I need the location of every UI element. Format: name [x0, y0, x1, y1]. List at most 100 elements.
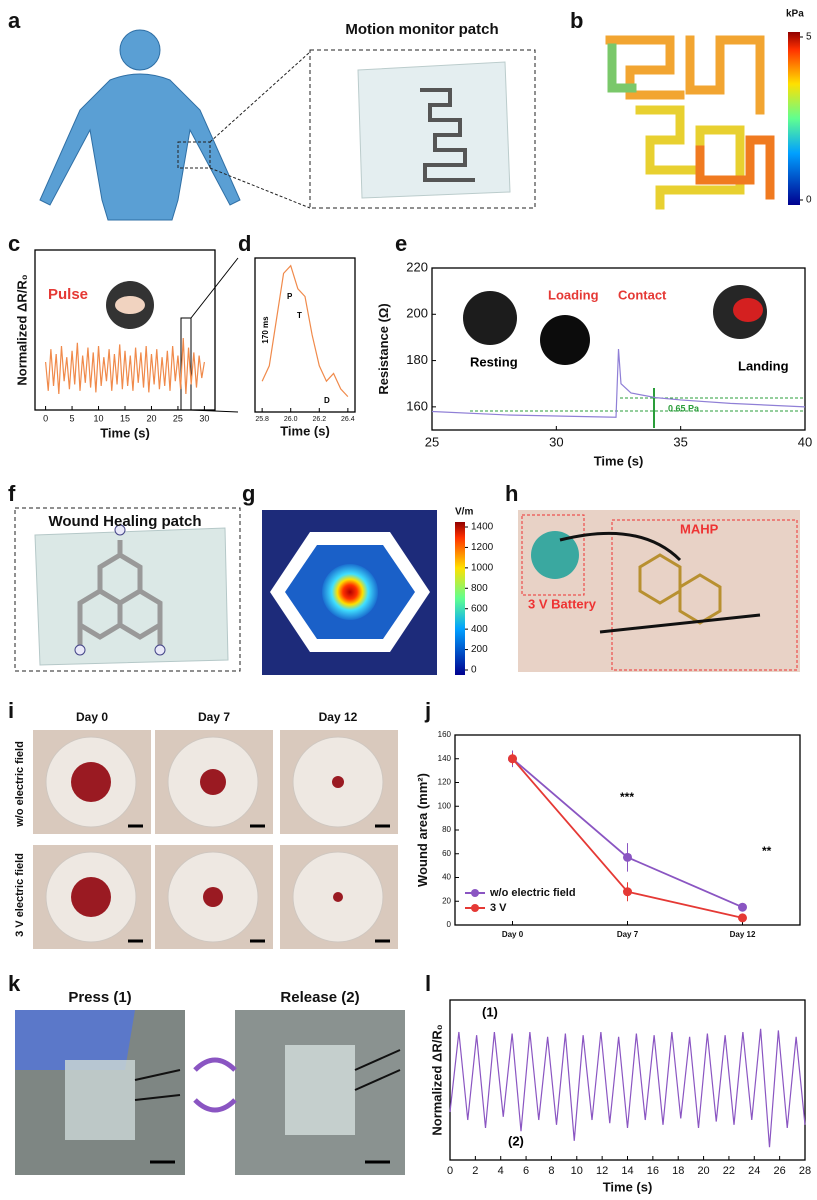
plot-frame: [34, 249, 216, 411]
photo-label: 3 V Battery: [528, 596, 597, 611]
x-tick-label: 5: [70, 413, 75, 423]
y-tick-label: 40: [442, 873, 451, 882]
colorbar-label: 0: [471, 665, 477, 676]
y-tick-label: 0: [447, 920, 452, 929]
wound: [203, 887, 223, 907]
patch-pattern: [420, 88, 475, 182]
x-tick-label: Day 7: [617, 930, 639, 939]
y-tick-label: 100: [438, 801, 452, 810]
x-tick-label: Day 12: [730, 930, 756, 939]
colorbar: [788, 32, 800, 205]
panel-label: c: [8, 231, 20, 256]
wound: [333, 892, 343, 902]
annotation: (2): [508, 1133, 524, 1148]
x-tick-label: Day 0: [502, 930, 524, 939]
electrode: [154, 644, 166, 656]
line: [44, 337, 206, 395]
x-tick-label: 35: [673, 434, 687, 449]
y-tick-label: 160: [406, 398, 428, 413]
x-tick-label: 18: [672, 1165, 684, 1177]
wound-photos: [33, 730, 398, 949]
row-label: w/o electric field: [14, 741, 26, 828]
wires: [134, 1049, 401, 1101]
panel-label: d: [238, 231, 251, 256]
line: [261, 264, 349, 398]
x-tick-label: 10: [571, 1165, 583, 1177]
sensor: [285, 1045, 355, 1135]
colorbar-label: 400: [471, 624, 488, 635]
colorbar-label: 5: [806, 32, 812, 43]
panel-label: h: [505, 481, 518, 506]
electrode: [114, 524, 126, 536]
column-label: Day 7: [198, 710, 230, 724]
x-tick-label: 25: [425, 434, 439, 449]
y-tick-label: 160: [438, 730, 452, 739]
x-tick-label: 4: [498, 1165, 504, 1177]
marker: [508, 754, 517, 764]
x-tick-label: 10: [94, 413, 104, 423]
annotation: Loading: [548, 287, 599, 302]
inset-photo: [733, 298, 763, 322]
row-label: 3 V electric field: [14, 853, 26, 937]
electrode: [74, 644, 86, 656]
colorbar-label: 1400: [471, 522, 494, 533]
x-tick-label: 12: [596, 1165, 608, 1177]
x-tick-label: 6: [523, 1165, 529, 1177]
colorbar-unit: V/m: [455, 507, 473, 518]
panel-label: f: [8, 481, 16, 506]
panel-title: Wound Healing patch: [48, 513, 201, 530]
marker: [738, 902, 747, 912]
y-tick-label: 80: [442, 825, 451, 834]
x-tick-label: 8: [548, 1165, 554, 1177]
battery: [531, 531, 579, 579]
panel-label: a: [8, 8, 21, 33]
x-tick-label: 15: [120, 413, 130, 423]
x-tick-label: 25.8: [255, 416, 269, 423]
colorbar-unit: kPa: [786, 9, 804, 20]
y-axis-label: Normalized ΔR/R₀: [429, 1024, 444, 1135]
sensor: [65, 1060, 135, 1140]
legend-marker: [471, 889, 479, 897]
inset-photo: [463, 291, 517, 345]
electrode-pattern: [77, 540, 163, 647]
panel-title: Motion monitor patch: [345, 21, 498, 38]
colorbar-label: 1200: [471, 542, 494, 553]
colorbar-label: 600: [471, 603, 488, 614]
highlight-box: [521, 514, 585, 596]
wound: [332, 776, 344, 788]
line: [431, 348, 806, 418]
annotation: **: [762, 844, 772, 858]
y-tick-label: 120: [438, 778, 452, 787]
x-tick-label: 22: [723, 1165, 735, 1177]
x-tick-label: 28: [799, 1165, 811, 1177]
x-tick-label: 20: [697, 1165, 709, 1177]
plot-frame: [254, 257, 356, 413]
panel-label: j: [424, 698, 431, 723]
x-axis-label: Time (s): [100, 425, 150, 440]
x-tick-label: 26.0: [284, 416, 298, 423]
line: [449, 1028, 806, 1148]
annotation: D: [324, 396, 330, 405]
panel-label: i: [8, 698, 14, 723]
marker: [738, 913, 747, 923]
annotation: Contact: [618, 287, 667, 302]
annotation: T: [297, 311, 302, 320]
legend-marker: [471, 904, 479, 912]
colorbar-label: 0: [806, 195, 812, 206]
strain-map: [605, 35, 775, 210]
inset-photo: [115, 296, 145, 314]
y-axis-label: Wound area (mm²): [415, 773, 430, 887]
y-axis-label: Normalized ΔR/R₀: [14, 274, 29, 385]
colorbar-label: 1000: [471, 562, 494, 573]
y-tick-label: 200: [406, 306, 428, 321]
x-axis-label: Time (s): [603, 1179, 653, 1194]
annotation: Landing: [738, 358, 789, 373]
column-label: Day 0: [76, 710, 108, 724]
annotation: (1): [482, 1004, 498, 1019]
x-tick-label: 26: [774, 1165, 786, 1177]
y-tick-label: 140: [438, 754, 452, 763]
x-axis-label: Time (s): [594, 453, 644, 468]
x-tick-label: 30: [549, 434, 563, 449]
panel-label: g: [242, 481, 255, 506]
